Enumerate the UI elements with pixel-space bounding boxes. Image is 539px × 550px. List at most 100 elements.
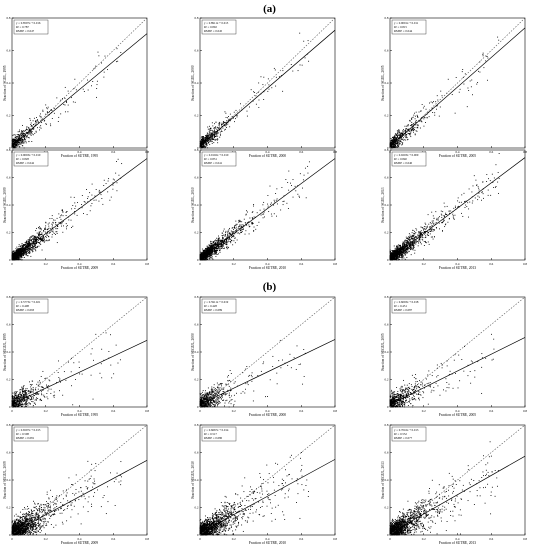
data-point	[116, 61, 117, 63]
data-point	[18, 141, 20, 143]
data-point	[39, 126, 41, 128]
data-point	[282, 201, 284, 203]
data-point	[27, 251, 29, 252]
data-point	[205, 145, 207, 147]
data-point	[26, 241, 27, 243]
data-point	[15, 254, 17, 256]
data-point	[205, 136, 207, 138]
data-point	[35, 130, 37, 132]
data-point	[203, 140, 205, 142]
data-point	[253, 91, 255, 93]
data-point	[96, 84, 98, 86]
data-point	[227, 238, 229, 240]
data-point	[402, 139, 404, 141]
data-point	[395, 250, 397, 252]
data-point	[12, 146, 14, 148]
data-point	[28, 241, 30, 243]
data-point	[274, 69, 276, 71]
data-point	[27, 134, 28, 136]
data-point	[40, 127, 42, 129]
data-point	[97, 51, 99, 53]
data-point	[43, 239, 45, 241]
data-point	[34, 235, 36, 237]
y-tick-label: 0.4	[385, 81, 389, 85]
data-point	[204, 250, 206, 252]
data-points	[199, 161, 310, 261]
data-point	[15, 147, 17, 149]
data-point	[25, 241, 27, 243]
data-point	[19, 247, 21, 249]
data-point	[397, 142, 399, 143]
data-point	[400, 254, 402, 256]
data-point	[207, 247, 209, 249]
data-point	[40, 117, 42, 119]
data-point	[399, 133, 401, 135]
data-point	[20, 143, 22, 145]
data-point	[22, 124, 24, 126]
data-point	[45, 221, 47, 223]
x-axis-label: Fraction of SUTRE, 2009	[61, 266, 98, 271]
data-point	[25, 254, 27, 256]
data-point	[216, 246, 218, 248]
data-point	[20, 253, 22, 255]
data-point	[91, 194, 93, 196]
data-point	[35, 239, 37, 241]
data-point	[482, 52, 484, 54]
data-point	[28, 249, 30, 251]
data-point	[412, 249, 414, 251]
data-point	[427, 111, 429, 113]
data-point	[396, 143, 398, 145]
data-point	[33, 237, 35, 238]
data-point	[213, 138, 214, 140]
data-point	[26, 248, 28, 250]
data-point	[213, 245, 214, 247]
data-point	[210, 256, 212, 258]
data-point	[412, 128, 414, 130]
data-point	[218, 237, 220, 239]
data-point	[203, 250, 205, 252]
data-point	[21, 245, 23, 247]
data-point	[213, 249, 215, 251]
data-point	[66, 101, 67, 102]
data-point	[209, 246, 211, 248]
data-point	[236, 228, 238, 230]
data-point	[396, 134, 398, 136]
data-point	[18, 142, 19, 144]
data-point	[409, 130, 411, 132]
data-point	[37, 233, 39, 235]
data-point	[413, 114, 415, 116]
data-point	[443, 214, 445, 216]
data-point	[228, 118, 230, 120]
data-point	[21, 249, 23, 251]
data-point	[411, 117, 413, 119]
data-point	[17, 258, 19, 260]
data-point	[406, 125, 408, 127]
data-point	[397, 133, 398, 135]
data-point	[18, 134, 20, 136]
data-point	[39, 238, 41, 240]
data-point	[425, 236, 427, 238]
data-point	[398, 250, 400, 252]
data-point	[209, 258, 211, 260]
data-point	[205, 253, 207, 255]
data-point	[275, 193, 277, 194]
data-point	[405, 131, 407, 133]
data-point	[402, 135, 403, 137]
data-point	[410, 129, 412, 131]
data-point	[18, 131, 20, 133]
data-point	[207, 249, 209, 251]
data-point	[407, 251, 409, 253]
data-point	[213, 244, 215, 246]
data-point	[17, 251, 18, 253]
data-point	[29, 129, 31, 131]
data-point	[51, 226, 53, 228]
data-point	[422, 235, 424, 237]
data-point	[212, 258, 214, 260]
data-point	[273, 67, 275, 69]
data-point	[230, 242, 232, 244]
data-point	[108, 178, 110, 180]
data-point	[18, 136, 20, 138]
data-point	[15, 142, 17, 144]
data-point	[116, 182, 118, 184]
data-point	[18, 244, 20, 246]
